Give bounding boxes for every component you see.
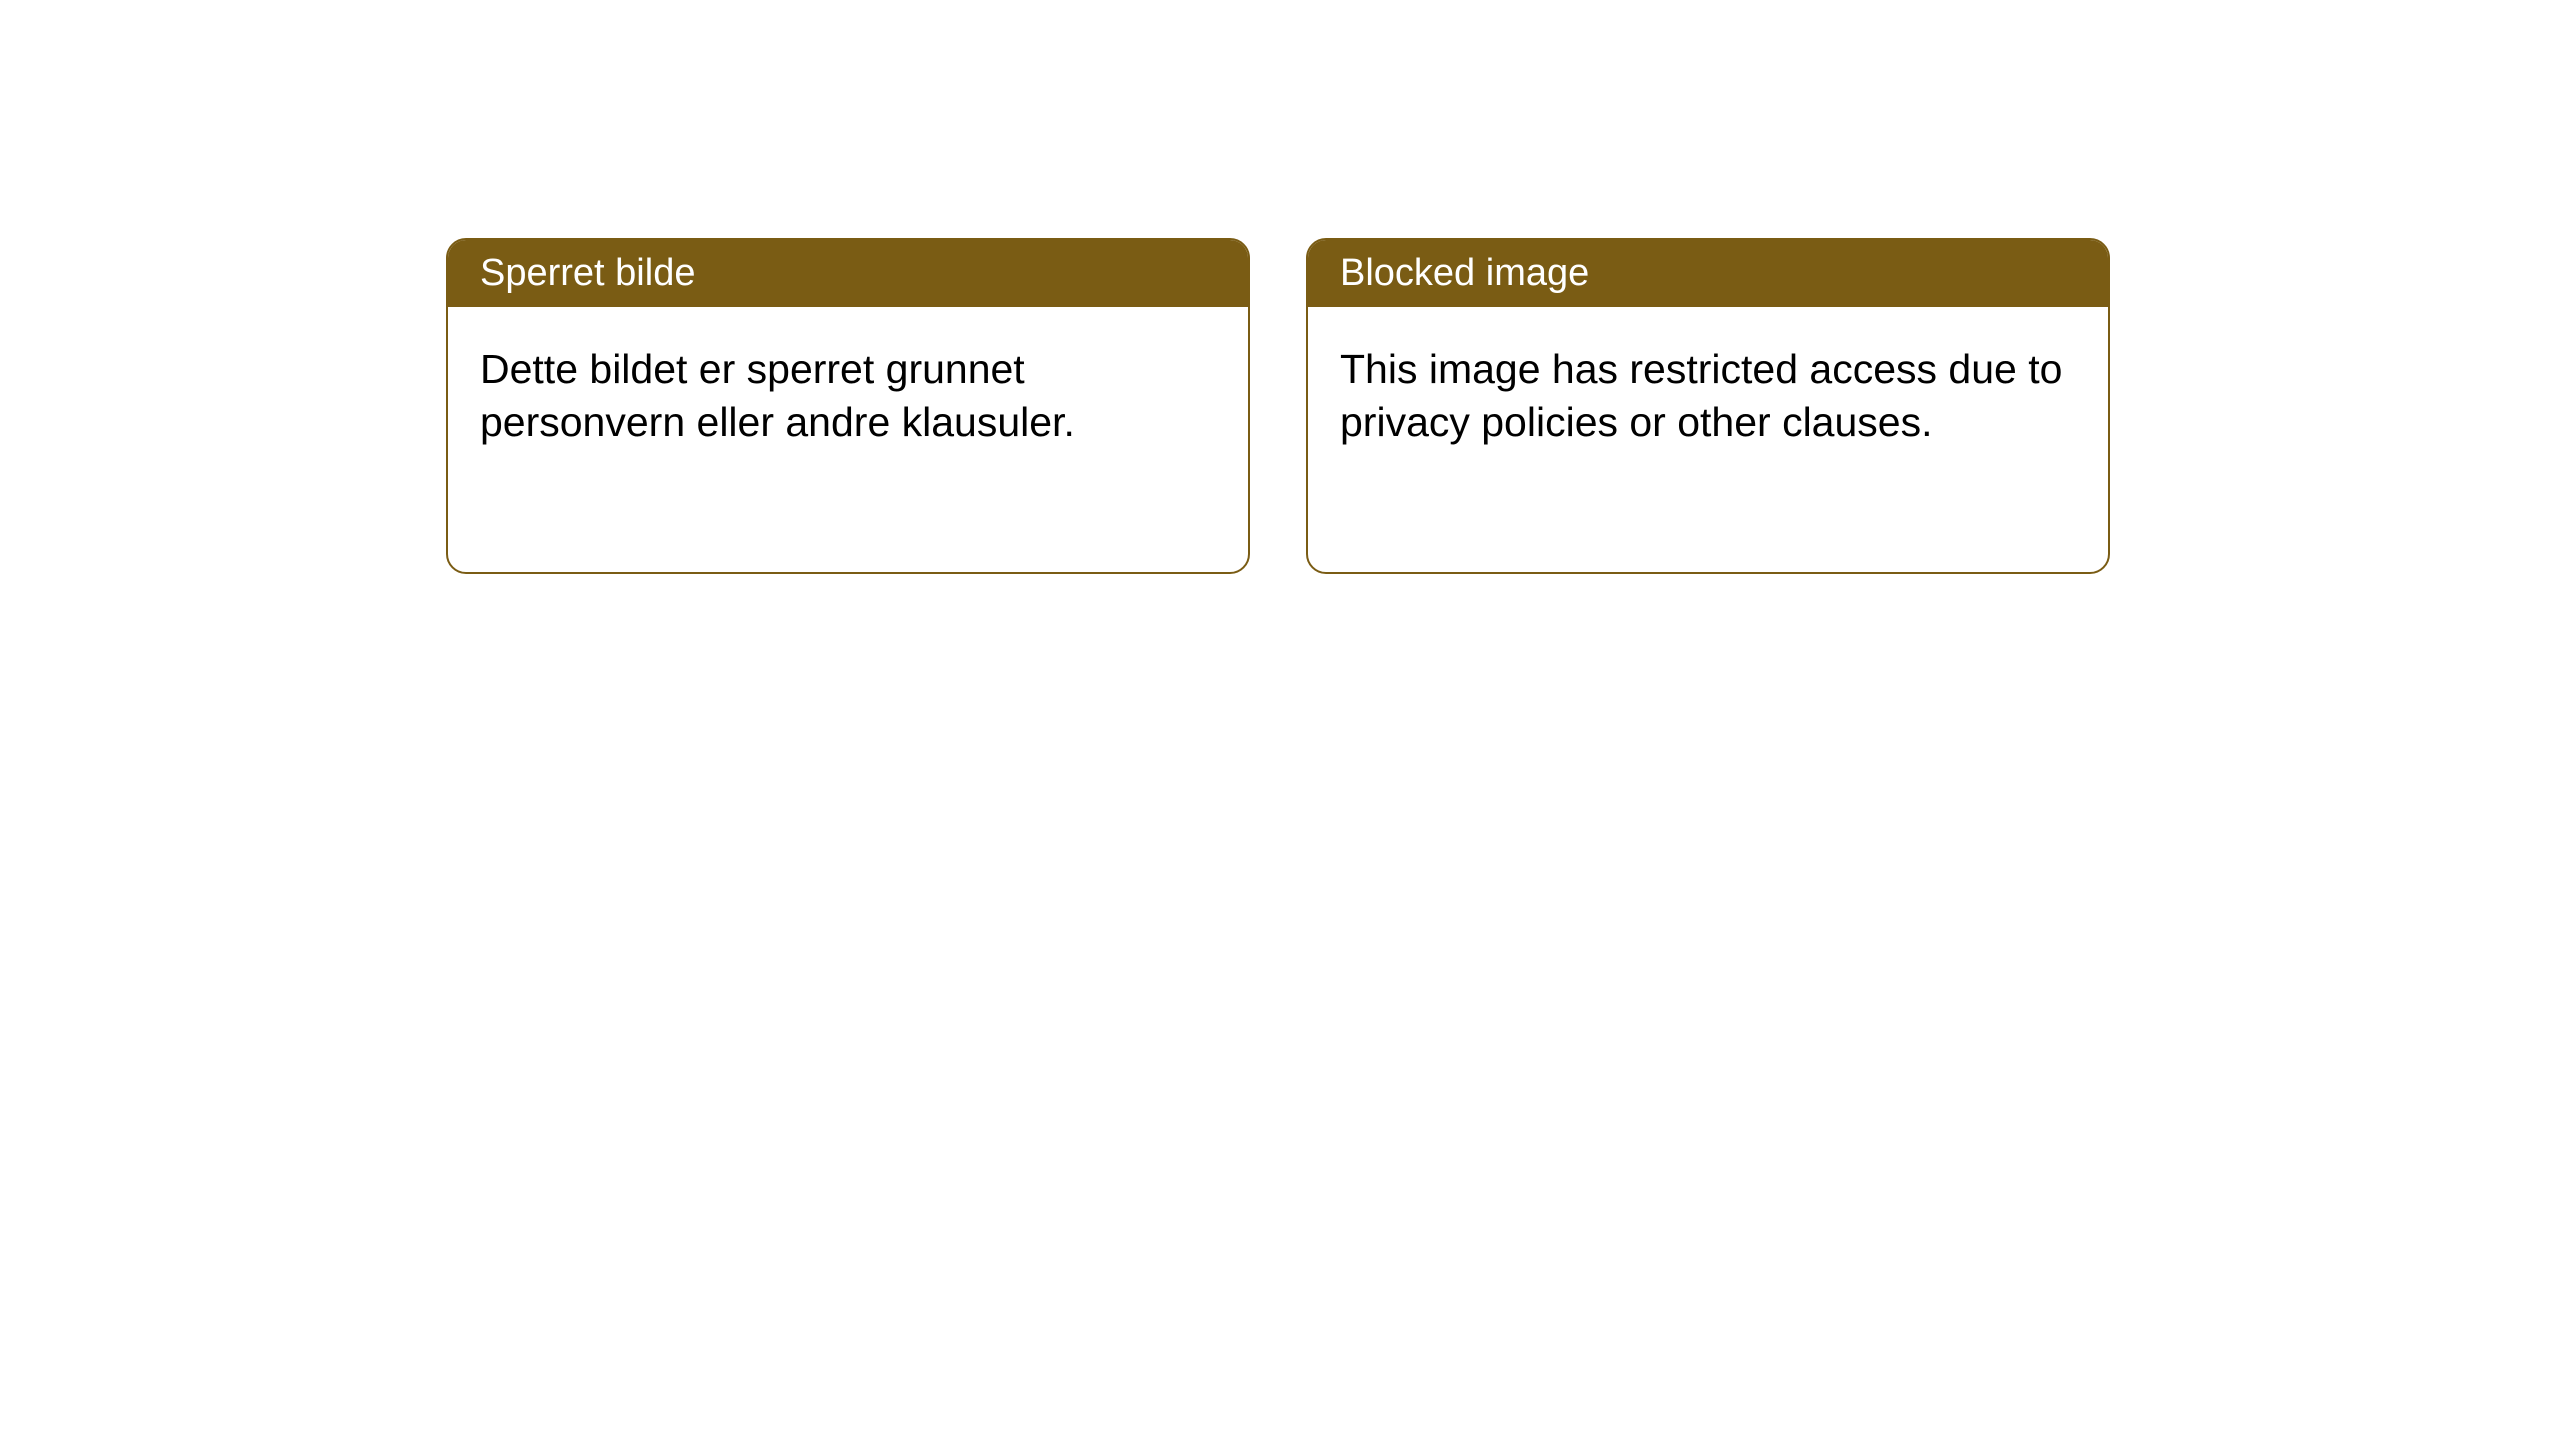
notice-card-english: Blocked image This image has restricted … <box>1306 238 2110 574</box>
notice-card-norwegian: Sperret bilde Dette bildet er sperret gr… <box>446 238 1250 574</box>
card-title: Blocked image <box>1308 240 2108 307</box>
notice-container: Sperret bilde Dette bildet er sperret gr… <box>446 238 2110 574</box>
card-body-text: This image has restricted access due to … <box>1308 307 2108 486</box>
card-title: Sperret bilde <box>448 240 1248 307</box>
card-body-text: Dette bildet er sperret grunnet personve… <box>448 307 1248 486</box>
